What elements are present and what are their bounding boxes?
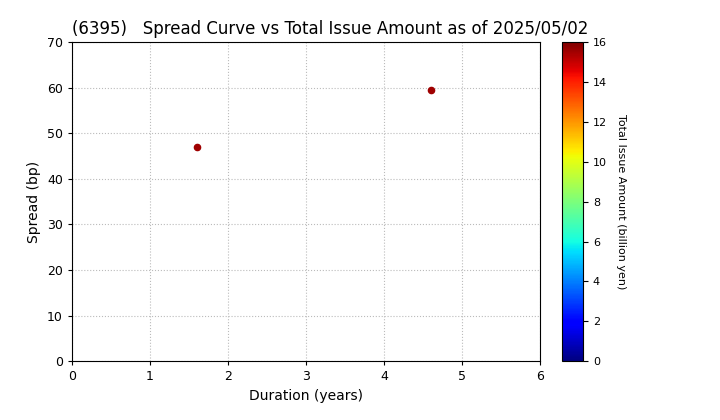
Point [191, 144, 202, 150]
Y-axis label: Total Issue Amount (billion yen): Total Issue Amount (billion yen) [616, 114, 626, 289]
Text: (6395)   Spread Curve vs Total Issue Amount as of 2025/05/02: (6395) Spread Curve vs Total Issue Amoun… [72, 20, 588, 38]
Y-axis label: Spread (bp): Spread (bp) [27, 160, 42, 243]
X-axis label: Duration (years): Duration (years) [249, 389, 363, 403]
Point [425, 87, 436, 93]
